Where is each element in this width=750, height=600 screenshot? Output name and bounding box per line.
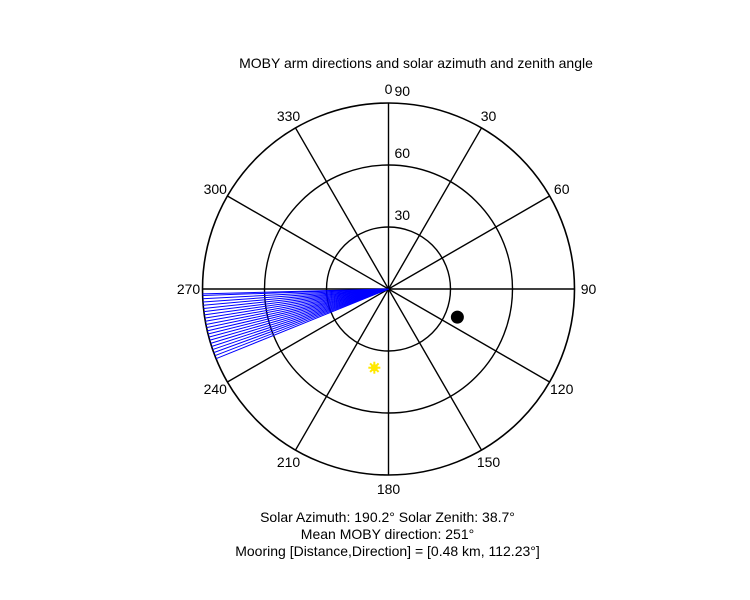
radial-tick-label: 60 — [395, 145, 411, 161]
chart-title: MOBY arm directions and solar azimuth an… — [239, 55, 593, 71]
angle-tick-label: 120 — [550, 381, 574, 397]
arm-direction-line — [210, 288, 389, 344]
radial-tick-label: 90 — [395, 83, 411, 99]
arm-direction-line — [209, 288, 389, 341]
mooring-caption: Mooring [Distance,Direction] = [0.48 km,… — [235, 543, 540, 559]
angle-tick-label: 240 — [204, 381, 228, 397]
arm-direction-line — [211, 288, 389, 347]
arm-direction-line — [214, 288, 389, 357]
arm-direction-line — [204, 288, 389, 319]
angle-tick-label: 150 — [477, 454, 501, 470]
arm-direction-line — [202, 288, 389, 295]
solar-caption: Solar Azimuth: 190.2° Solar Zenith: 38.7… — [260, 509, 515, 525]
angle-tick-label: 180 — [377, 481, 401, 497]
arm-direction-line — [208, 288, 389, 338]
arm-direction-line — [203, 288, 389, 306]
angle-tick-label: 90 — [581, 281, 597, 297]
arm-direction-line — [215, 288, 389, 360]
arm-direction-line — [207, 288, 389, 332]
arm-direction-line — [203, 288, 389, 309]
arm-direction-line — [204, 288, 389, 316]
angle-tick-label: 270 — [177, 281, 201, 297]
angle-tick-label: 30 — [481, 108, 497, 124]
arm-direction-line — [207, 288, 389, 335]
arm-direction-line — [213, 288, 389, 354]
mooring-point — [450, 310, 464, 324]
arm-direction-line — [202, 288, 389, 300]
radial-tick-label: 30 — [395, 207, 411, 223]
arm-direction-line — [212, 288, 389, 351]
angle-tick-label: 0 — [385, 81, 393, 97]
arm-direction-line — [206, 288, 389, 329]
arm-direction-line — [205, 288, 389, 322]
angle-tick-label: 300 — [204, 181, 228, 197]
angle-tick-label: 60 — [554, 181, 570, 197]
arm-direction-line — [205, 288, 389, 325]
arm-direction-line — [203, 288, 389, 313]
angle-tick-label: 210 — [277, 454, 301, 470]
solar-point — [368, 361, 381, 374]
angle-tick-label: 330 — [277, 108, 301, 124]
mean-direction-caption: Mean MOBY direction: 251° — [300, 526, 475, 542]
arm-direction-line — [202, 288, 389, 303]
